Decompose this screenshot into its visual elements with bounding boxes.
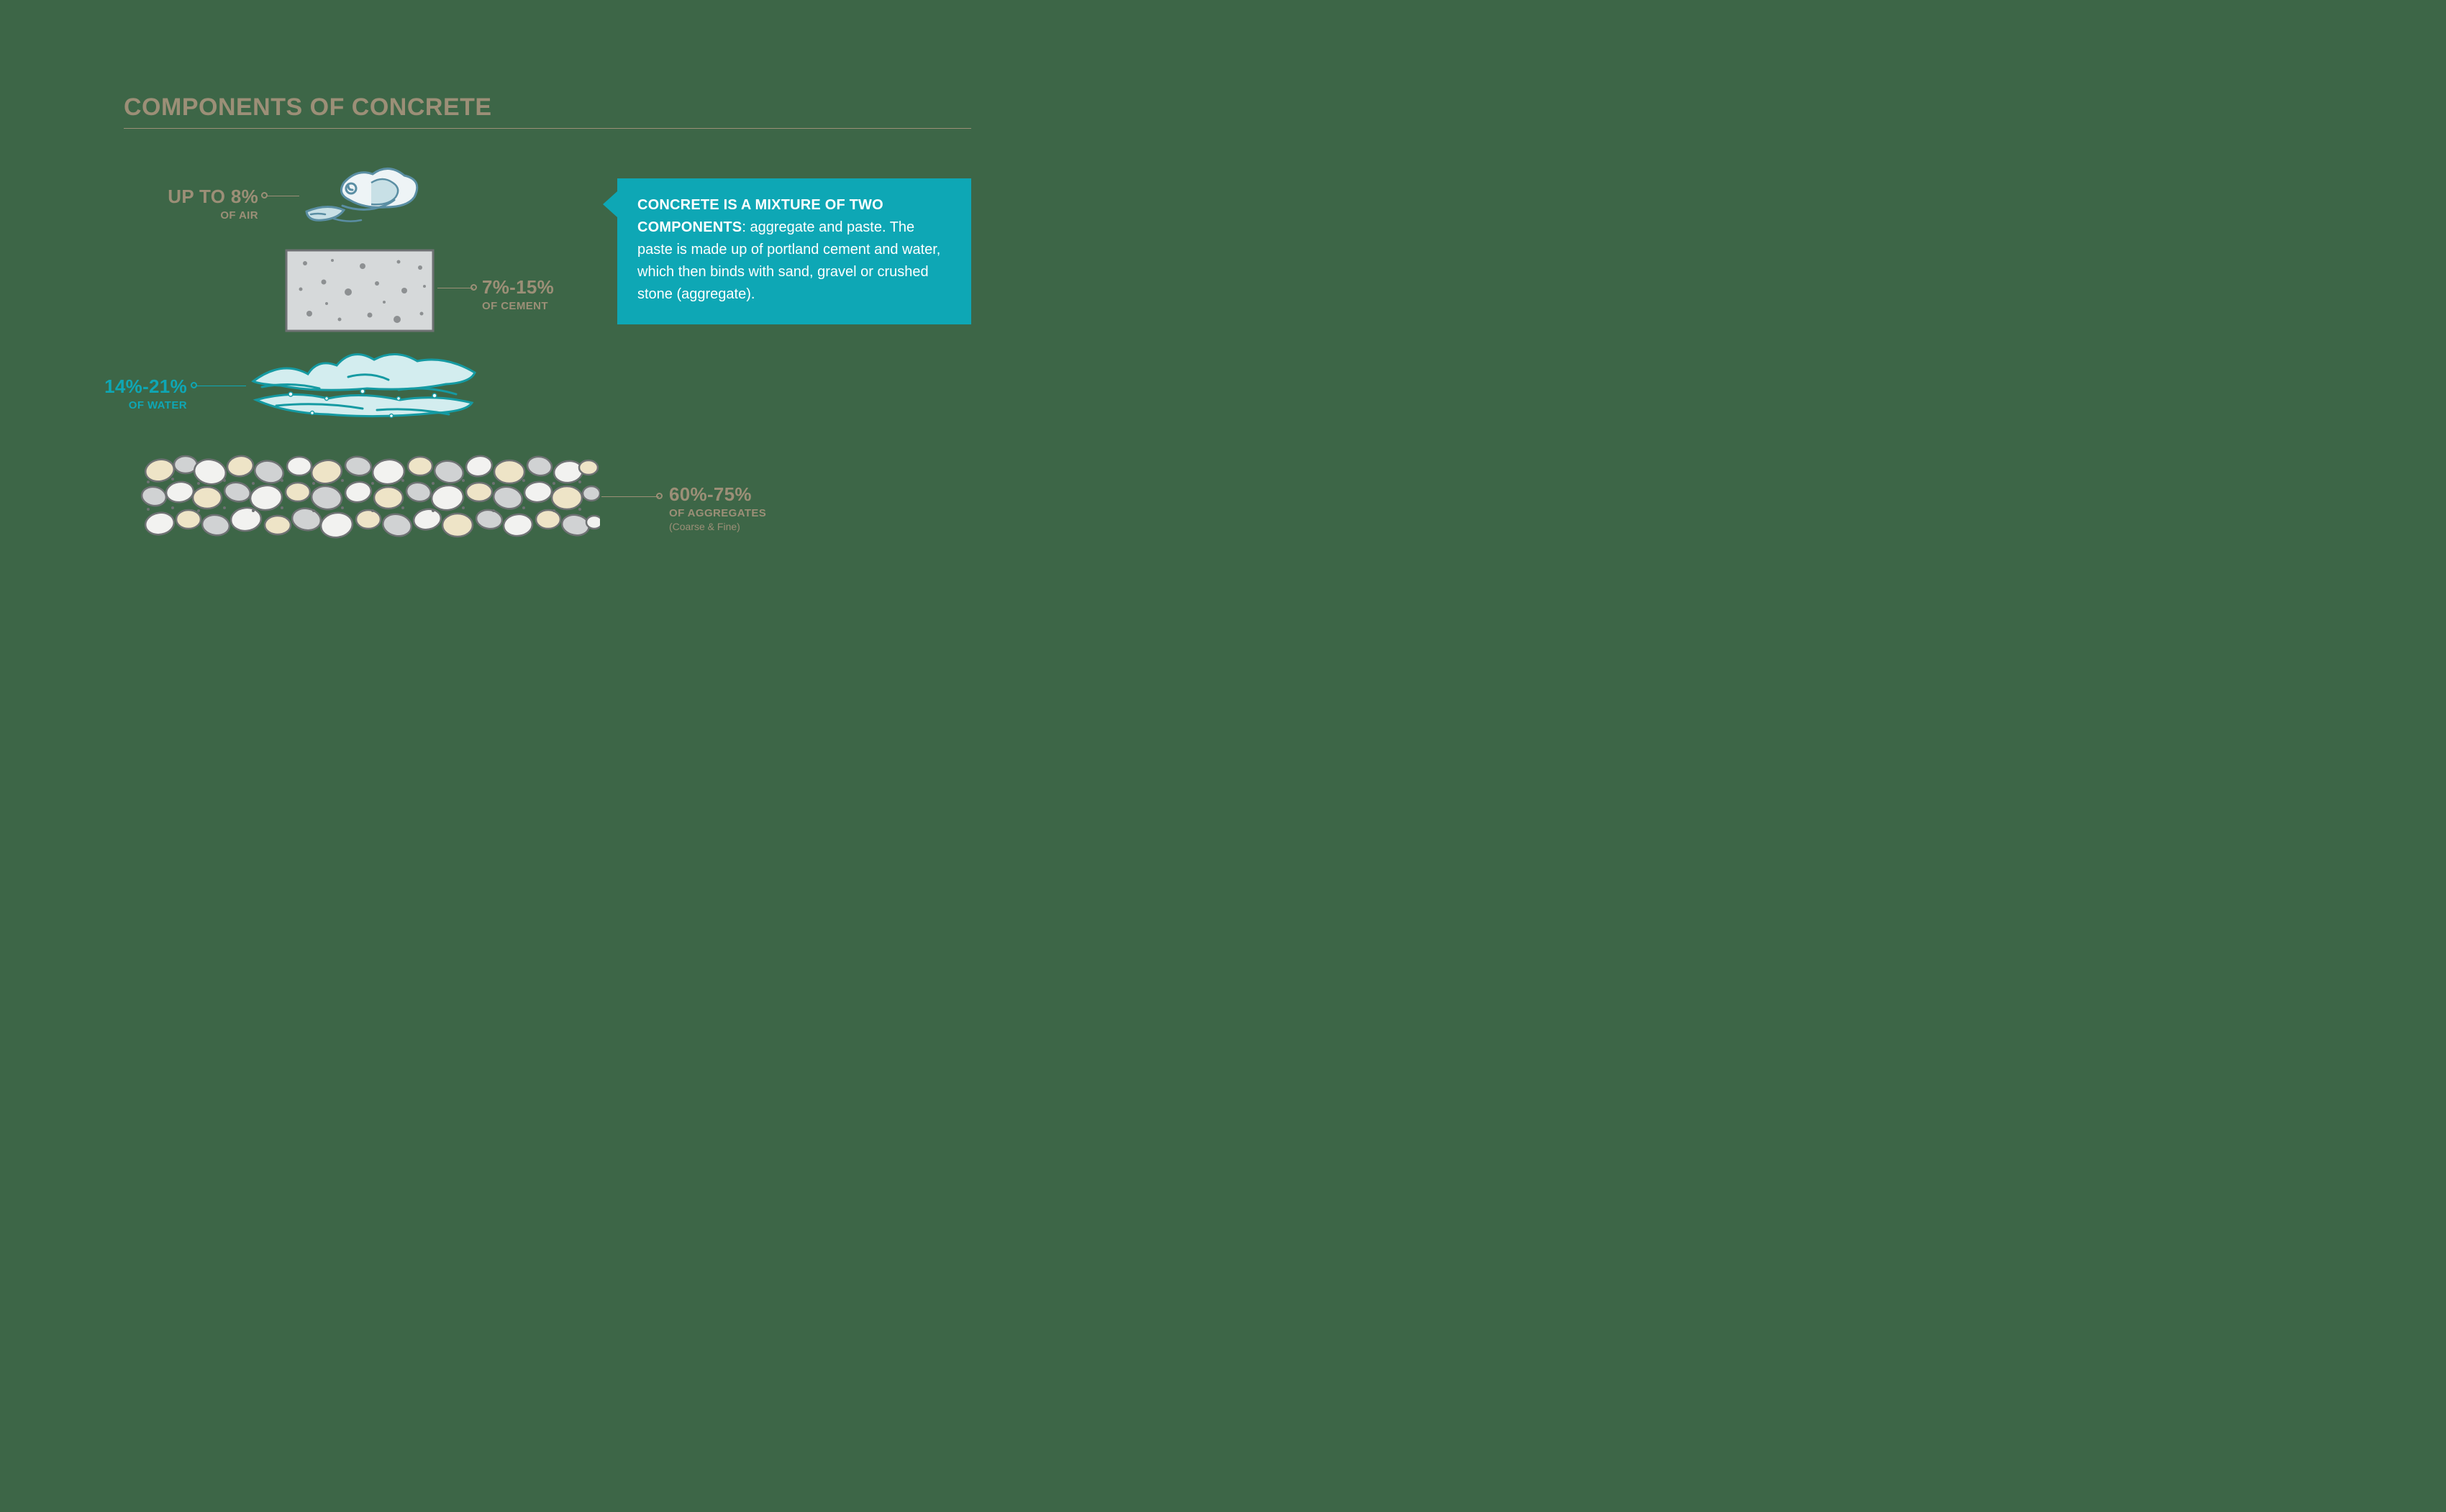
label-water: 14%-21% OF WATER [43,375,187,411]
cement-icon [283,247,436,334]
aggregates-note: (Coarse & Fine) [669,521,856,532]
cement-pct: 7%-15% [482,276,626,299]
dot-aggregates [656,493,663,499]
aggregates-pct: 60%-75% [669,483,856,506]
leader-aggregates [601,496,659,497]
water-sub: OF WATER [43,399,187,411]
water-pct: 14%-21% [43,375,187,398]
page-title: COMPONENTS OF CONCRETE [124,94,492,122]
label-aggregates: 60%-75% OF AGGREGATES (Coarse & Fine) [669,483,856,532]
dot-cement [470,284,477,291]
aggregate-icon [138,450,600,544]
air-sub: OF AIR [82,209,258,222]
label-cement: 7%-15% OF CEMENT [482,276,626,312]
air-pct: UP TO 8% [82,186,258,208]
label-air: UP TO 8% OF AIR [82,186,258,222]
callout-box: CONCRETE IS A MIXTURE OF TWO COMPONENTS:… [617,178,971,324]
dot-water [191,382,197,388]
title-rule [124,128,971,129]
water-icon [247,348,481,427]
callout-text: CONCRETE IS A MIXTURE OF TWO COMPONENTS:… [637,194,951,306]
aggregates-sub: OF AGGREGATES [669,507,856,519]
cement-sub: OF CEMENT [482,300,626,312]
dot-air [261,192,268,199]
air-icon [301,167,424,232]
